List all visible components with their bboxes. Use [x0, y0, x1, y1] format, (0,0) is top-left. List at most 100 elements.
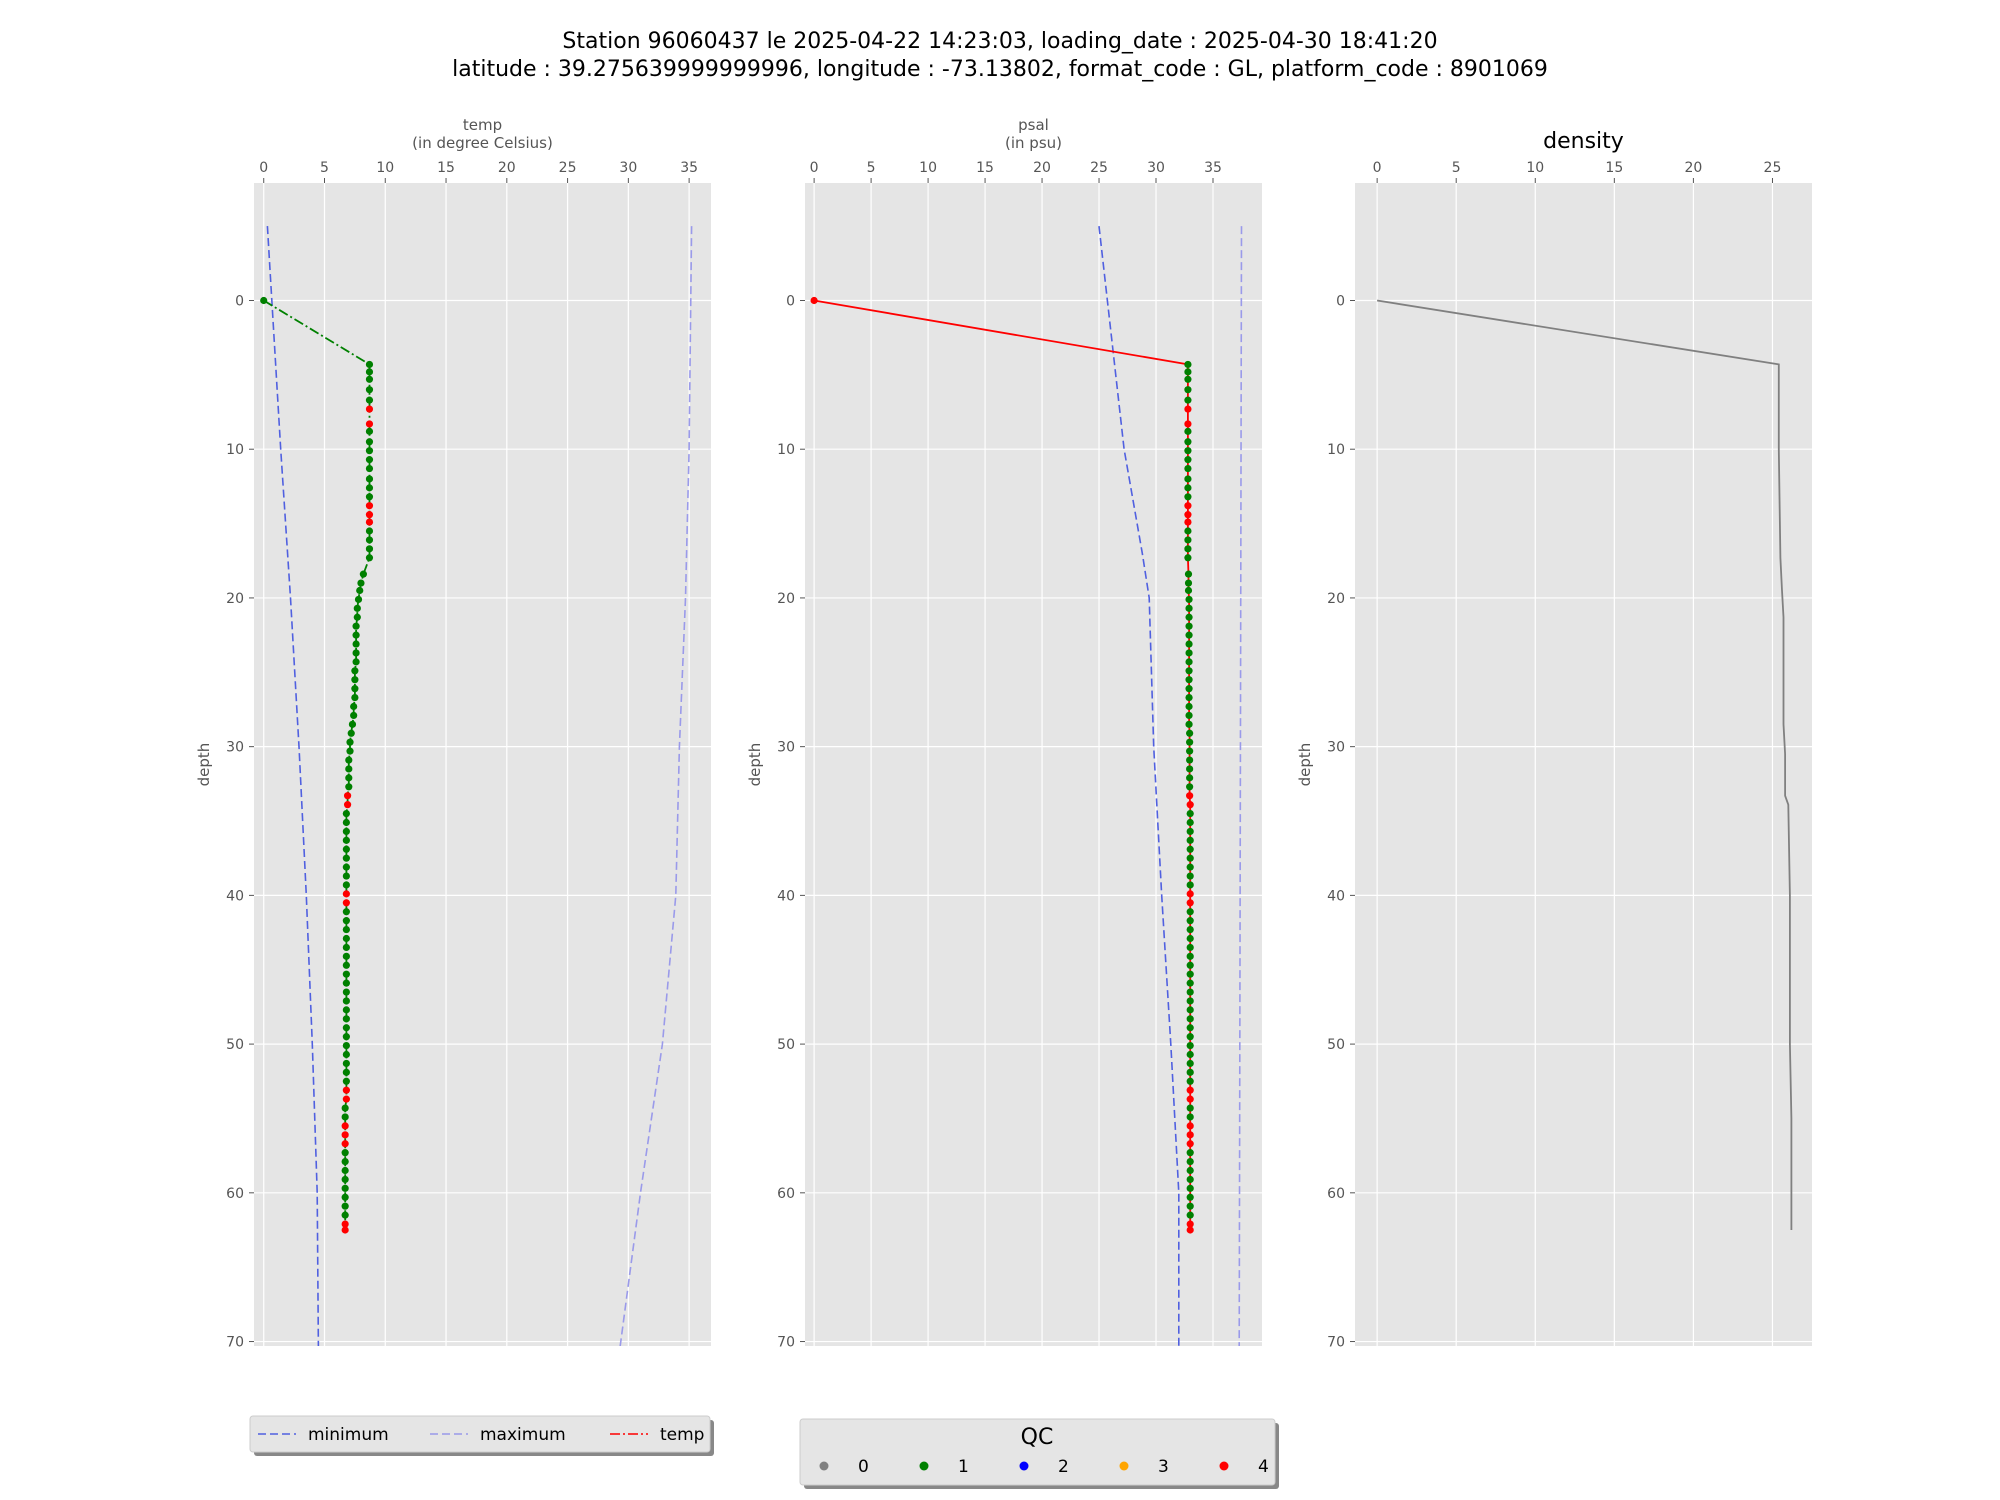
psal-maximum-line — [1238, 226, 1243, 1346]
psal-data-point — [1186, 863, 1194, 871]
temp-ytick-label: 20 — [226, 591, 244, 607]
figure-title-line2: latitude : 39.275639999999996, longitude… — [452, 57, 1548, 82]
temp-xtick-label: 10 — [376, 160, 394, 176]
psal-data-point — [1186, 801, 1194, 809]
psal-data-point — [1186, 997, 1194, 1005]
temp-xtick-label: 15 — [437, 160, 455, 176]
psal-data-point — [1186, 934, 1194, 943]
psal-data-point — [1186, 1131, 1194, 1139]
temp-data-point — [342, 988, 350, 996]
psal-data-point — [1186, 836, 1194, 844]
temp-data-point — [365, 427, 374, 435]
psal-data-point — [1186, 1202, 1194, 1210]
density-xtick-label: 0 — [1373, 160, 1382, 176]
psal-ytick-label: 40 — [777, 888, 795, 904]
psal-data-point — [1186, 1149, 1194, 1157]
line-legend-label: temp — [660, 1425, 704, 1445]
psal-data-point — [1186, 899, 1194, 907]
temp-xtick-label: 30 — [619, 160, 637, 176]
psal-data-point — [1186, 827, 1194, 836]
psal-data-point — [1185, 685, 1193, 693]
density-ytick-label: 50 — [1327, 1037, 1345, 1053]
psal-data-point — [1186, 979, 1194, 987]
temp-data-point — [365, 405, 374, 413]
density-ytick-label: 30 — [1327, 740, 1345, 756]
temp-data-point — [341, 1226, 349, 1234]
psal-data-point — [1186, 1077, 1194, 1085]
psal-data-point — [1186, 970, 1194, 978]
temp-data-point — [342, 1068, 350, 1076]
temp-data-point — [365, 464, 374, 473]
temp-ytick-label: 50 — [226, 1037, 244, 1053]
temp-data-point — [365, 475, 374, 483]
density-xtick-label: 10 — [1526, 160, 1544, 176]
psal-yaxis-label: depth — [746, 743, 764, 787]
qc-legend-marker — [1019, 1461, 1029, 1471]
psal-data-point — [1184, 420, 1192, 428]
psal-ytick-label: 20 — [777, 591, 795, 607]
psal-data-point — [1184, 396, 1192, 404]
temp-data-point — [365, 527, 374, 535]
temp-data-point — [365, 511, 374, 519]
psal-data-point — [1186, 1113, 1194, 1121]
psal-data-point — [1186, 961, 1194, 969]
temp-data-point — [350, 711, 358, 720]
temp-data-point — [365, 456, 374, 464]
temp-data-point — [341, 1157, 349, 1166]
density-ytick-label: 0 — [1336, 293, 1345, 309]
temp-minimum-line — [266, 226, 320, 1346]
temp-data-point — [342, 917, 350, 925]
psal-data-point — [1184, 502, 1192, 510]
psal-data-point — [1185, 640, 1193, 648]
temp-data-point — [341, 1149, 349, 1157]
temp-data-point — [341, 1193, 349, 1201]
psal-data-point — [1186, 809, 1194, 818]
temp-data-point — [341, 1140, 349, 1148]
qc-legend-label: 2 — [1058, 1457, 1069, 1477]
temp-data-point — [342, 943, 350, 952]
temp-ytick-label: 70 — [226, 1335, 244, 1351]
temp-data-point — [342, 881, 350, 889]
psal-xtick-label: 0 — [810, 160, 819, 176]
temp-data-point — [342, 970, 350, 978]
temp-data-point — [342, 997, 350, 1005]
temp-data-point — [342, 836, 350, 844]
density-series-group — [1376, 299, 1793, 1230]
psal-data-point — [1186, 1184, 1194, 1192]
psal-data-point — [1186, 1166, 1194, 1175]
psal-data-point — [1186, 738, 1194, 746]
temp-data-point — [353, 604, 361, 612]
psal-data-point — [1184, 511, 1192, 519]
density-xtick-label: 20 — [1684, 160, 1702, 176]
temp-data-point — [352, 658, 360, 666]
panel-density: 0 5 10 15 20 25 0 10 20 30 40 50 60 70 density depth — [1296, 129, 1812, 1351]
psal-data-point — [1184, 475, 1192, 483]
temp-ytick-label: 30 — [226, 740, 244, 756]
temp-data-point — [345, 765, 353, 773]
temp-data-point — [345, 774, 353, 782]
temp-data-point — [342, 1006, 350, 1014]
psal-data-point — [1185, 631, 1193, 639]
temp-maximum-line — [619, 226, 693, 1346]
density-ytick-label: 40 — [1327, 888, 1345, 904]
psal-data-point — [1186, 1041, 1194, 1050]
psal-data-point — [1186, 1033, 1194, 1041]
qc-legend-marker — [1219, 1461, 1229, 1471]
temp-data-point — [341, 1131, 349, 1139]
temp-data-point — [342, 934, 350, 943]
temp-ytick-label: 10 — [226, 442, 244, 458]
temp-data-point — [342, 1086, 350, 1094]
psal-data-point — [1184, 493, 1192, 501]
qc-legend-marker — [819, 1461, 829, 1471]
temp-ytick-label: 40 — [226, 888, 244, 904]
density-ytick-label: 70 — [1327, 1335, 1345, 1351]
psal-data-point — [1186, 872, 1194, 880]
psal-ytick-label: 50 — [777, 1037, 795, 1053]
psal-data-point — [1184, 545, 1192, 553]
density-ytick-label: 60 — [1327, 1186, 1345, 1202]
psal-data-point — [1185, 711, 1193, 720]
temp-data-point — [341, 1113, 349, 1121]
temp-data-point — [356, 586, 364, 595]
